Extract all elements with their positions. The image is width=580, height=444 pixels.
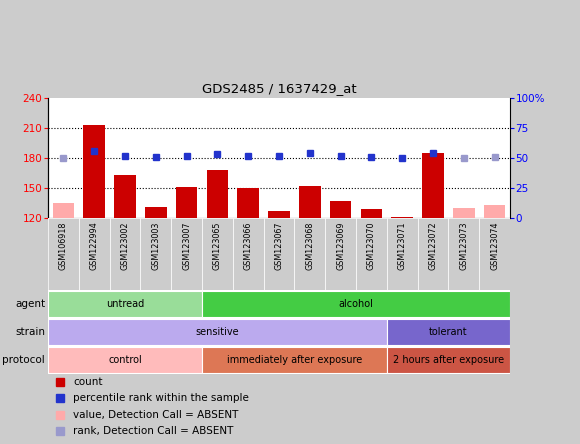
Bar (268, 211, 290, 218)
Text: GSM123069: GSM123069 (336, 222, 345, 270)
Bar (48, 218, 79, 290)
Bar (110, 218, 140, 290)
Text: percentile rank within the sample: percentile rank within the sample (74, 393, 249, 404)
Text: immediately after exposure: immediately after exposure (227, 355, 362, 365)
Bar (448, 218, 479, 290)
Text: GSM123007: GSM123007 (182, 222, 191, 270)
Bar (361, 209, 382, 218)
Bar (356, 218, 387, 290)
Text: control: control (108, 355, 142, 365)
Text: GSM123070: GSM123070 (367, 222, 376, 270)
Bar (392, 217, 413, 218)
Bar (114, 175, 136, 218)
Text: protocol: protocol (2, 355, 45, 365)
Text: GSM123002: GSM123002 (121, 222, 129, 270)
Text: GSM123068: GSM123068 (305, 222, 314, 270)
Bar (176, 187, 197, 218)
Text: alcohol: alcohol (339, 299, 374, 309)
Text: count: count (74, 377, 103, 387)
Bar (387, 218, 418, 290)
Bar (325, 218, 356, 290)
Text: GSM123074: GSM123074 (490, 222, 499, 270)
Text: 2 hours after exposure: 2 hours after exposure (393, 355, 504, 365)
Bar (484, 205, 505, 218)
Bar (48, 347, 202, 373)
Bar (140, 218, 171, 290)
Bar (206, 170, 228, 218)
Bar (48, 290, 202, 317)
Bar (263, 218, 295, 290)
Text: GSM123071: GSM123071 (398, 222, 407, 270)
Text: GSM123003: GSM123003 (151, 222, 160, 270)
Text: rank, Detection Call = ABSENT: rank, Detection Call = ABSENT (74, 426, 234, 436)
Text: GSM123067: GSM123067 (274, 222, 284, 270)
Bar (387, 347, 510, 373)
Bar (84, 125, 105, 218)
Text: sensitive: sensitive (195, 327, 239, 337)
Bar (145, 207, 166, 218)
Bar (330, 201, 351, 218)
Bar (387, 318, 510, 345)
Text: agent: agent (15, 299, 45, 309)
Bar (202, 218, 233, 290)
Bar (202, 290, 510, 317)
Text: GSM106918: GSM106918 (59, 222, 68, 270)
Text: GSM123066: GSM123066 (244, 222, 253, 270)
Bar (453, 208, 474, 218)
Bar (295, 218, 325, 290)
Bar (79, 218, 110, 290)
Text: GSM123073: GSM123073 (459, 222, 468, 270)
Text: strain: strain (15, 327, 45, 337)
Bar (299, 186, 321, 218)
Bar (418, 218, 448, 290)
Bar (48, 318, 387, 345)
Bar (422, 153, 444, 218)
Text: GSM123072: GSM123072 (429, 222, 437, 270)
Bar (53, 203, 74, 218)
Bar (171, 218, 202, 290)
Text: GSM122994: GSM122994 (90, 222, 99, 270)
Bar (233, 218, 263, 290)
Bar (479, 218, 510, 290)
Bar (202, 347, 387, 373)
Text: tolerant: tolerant (429, 327, 467, 337)
Bar (237, 188, 259, 218)
Text: GSM123065: GSM123065 (213, 222, 222, 270)
Text: untread: untread (106, 299, 144, 309)
Title: GDS2485 / 1637429_at: GDS2485 / 1637429_at (202, 83, 356, 95)
Text: value, Detection Call = ABSENT: value, Detection Call = ABSENT (74, 410, 239, 420)
